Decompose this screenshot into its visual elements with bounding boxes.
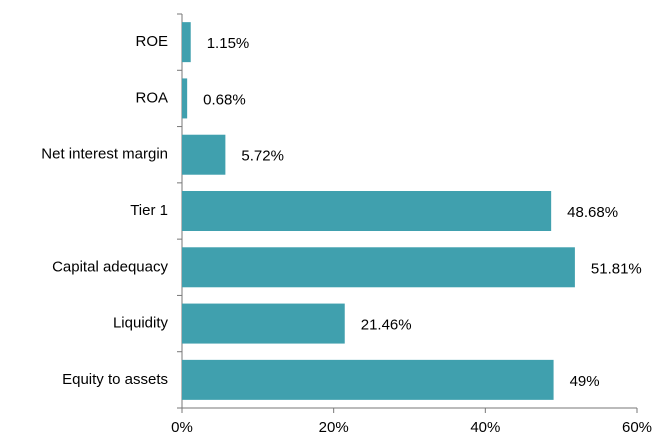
value-label: 0.68% <box>203 91 246 108</box>
y-tick-label: ROE <box>135 33 168 50</box>
bar <box>182 191 552 231</box>
x-tick-label: 0% <box>171 419 193 436</box>
value-label: 48.68% <box>567 204 618 221</box>
y-tick-label: Equity to assets <box>62 371 168 388</box>
bar <box>182 247 575 288</box>
value-label: 21.46% <box>361 317 412 334</box>
bar <box>182 22 191 63</box>
y-tick-label: Liquidity <box>113 315 169 332</box>
bar <box>182 359 554 400</box>
y-tick-label: Net interest margin <box>41 146 168 163</box>
y-tick-label: ROA <box>135 89 168 106</box>
y-tick-label: Capital adequacy <box>52 258 168 275</box>
bar <box>182 303 345 344</box>
value-label: 51.81% <box>591 260 642 277</box>
x-tick-label: 20% <box>319 419 349 436</box>
bar <box>182 134 226 175</box>
x-tick-label: 40% <box>470 419 500 436</box>
value-label: 1.15% <box>207 35 250 52</box>
x-tick-label: 60% <box>622 419 652 436</box>
value-label: 5.72% <box>241 148 284 165</box>
value-label: 49% <box>570 373 600 390</box>
y-tick-label: Tier 1 <box>130 202 168 219</box>
bar <box>182 78 188 119</box>
